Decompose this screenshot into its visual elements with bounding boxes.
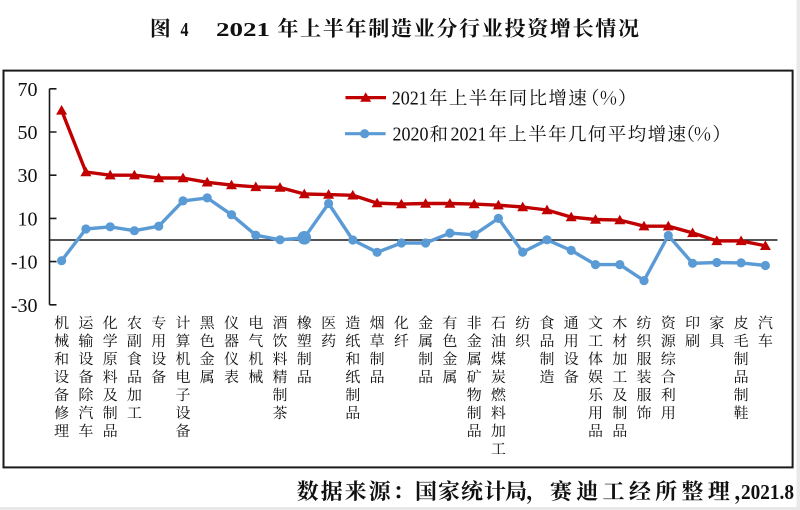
svg-text:30: 30 <box>18 165 38 187</box>
svg-text:-30: -30 <box>11 295 38 317</box>
svg-text:4: 4 <box>181 19 189 41</box>
svg-text:2021: 2021 <box>451 124 487 146</box>
svg-text:2020: 2020 <box>393 124 429 146</box>
svg-text:10: 10 <box>18 208 38 230</box>
svg-text:2021: 2021 <box>392 87 428 109</box>
svg-text:50: 50 <box>18 122 38 144</box>
svg-text:2021: 2021 <box>216 19 270 41</box>
svg-text:2021.8: 2021.8 <box>741 480 794 504</box>
svg-text:-10: -10 <box>11 252 38 274</box>
svg-text:70: 70 <box>18 79 38 101</box>
